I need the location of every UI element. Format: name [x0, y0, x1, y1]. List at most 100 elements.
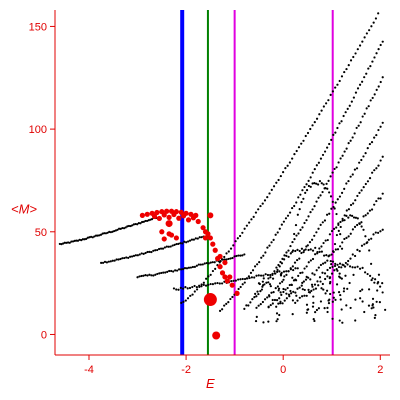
data-point [371, 297, 375, 300]
data-point [349, 232, 352, 235]
data-point [179, 268, 183, 271]
data-point [267, 281, 270, 284]
data-point [371, 171, 374, 174]
data-point [313, 319, 316, 323]
data-point [328, 191, 331, 194]
data-point [294, 301, 297, 304]
data-point [367, 67, 370, 70]
data-point [384, 308, 387, 311]
data-point [124, 226, 127, 229]
data-point [311, 124, 314, 127]
data-point [172, 270, 175, 273]
data-point [171, 244, 174, 247]
data-point [381, 228, 384, 231]
data-point [204, 284, 208, 287]
data-point [334, 201, 337, 204]
data-point [286, 214, 290, 217]
data-point [154, 249, 157, 252]
data-point [276, 270, 279, 273]
data-point [319, 157, 323, 160]
data-point [275, 299, 279, 302]
data-point [239, 254, 242, 257]
data-point [319, 280, 322, 283]
data-point [257, 292, 260, 296]
data-point [341, 263, 344, 266]
data-point [179, 242, 182, 245]
data-point [256, 290, 259, 293]
data-point [312, 301, 315, 304]
data-point [319, 300, 323, 303]
data-point [360, 189, 363, 192]
data-point [330, 207, 333, 210]
data-point [379, 230, 382, 233]
data-point [182, 300, 185, 303]
data-point [330, 263, 333, 266]
data-point [301, 281, 304, 284]
red-data-point [227, 274, 233, 280]
data-point [318, 180, 322, 183]
data-point [294, 291, 297, 294]
data-point [154, 273, 157, 276]
data-point [253, 296, 256, 299]
data-point [218, 309, 222, 312]
data-point [365, 32, 368, 35]
data-point [335, 226, 338, 229]
data-point [160, 271, 163, 275]
data-point [333, 264, 337, 268]
data-point [279, 291, 282, 294]
red-data-point [161, 236, 167, 242]
data-point [340, 308, 343, 311]
data-point [360, 244, 364, 247]
red-data-point [234, 290, 240, 296]
data-point [303, 288, 306, 292]
data-point [313, 283, 317, 286]
data-point [360, 221, 363, 224]
data-point [75, 239, 78, 242]
data-point [311, 238, 314, 241]
data-point [279, 302, 282, 305]
data-point [243, 307, 246, 310]
data-point [259, 290, 262, 293]
data-point [344, 261, 347, 265]
data-point [203, 262, 206, 265]
data-point [297, 196, 300, 199]
data-point [241, 283, 244, 286]
data-point [323, 272, 327, 275]
data-point [347, 259, 350, 263]
data-point [285, 297, 288, 300]
data-point [372, 306, 375, 309]
data-point [191, 293, 194, 296]
data-point [281, 302, 284, 305]
data-point [379, 197, 382, 200]
data-point [185, 241, 188, 244]
data-point [302, 251, 305, 254]
data-point [211, 261, 214, 264]
data-point [352, 216, 356, 219]
red-data-point [212, 247, 218, 253]
data-point [177, 288, 180, 291]
data-point [136, 276, 139, 279]
data-point [148, 273, 151, 276]
data-point [271, 277, 275, 280]
data-point [343, 219, 346, 222]
data-point [255, 274, 258, 277]
data-point [340, 191, 344, 194]
data-point [311, 182, 314, 185]
data-point [262, 277, 265, 280]
data-point [365, 107, 368, 110]
data-point [277, 289, 280, 292]
data-point [161, 247, 165, 250]
data-point [282, 220, 285, 223]
data-point [158, 247, 161, 251]
data-point [366, 146, 369, 150]
data-point [339, 225, 342, 229]
data-point [330, 229, 334, 233]
data-point [336, 248, 340, 251]
data-point [312, 288, 315, 291]
data-point [83, 238, 86, 241]
data-point [275, 305, 278, 308]
data-point [307, 308, 310, 311]
data-point [325, 102, 328, 105]
data-point [177, 242, 180, 245]
